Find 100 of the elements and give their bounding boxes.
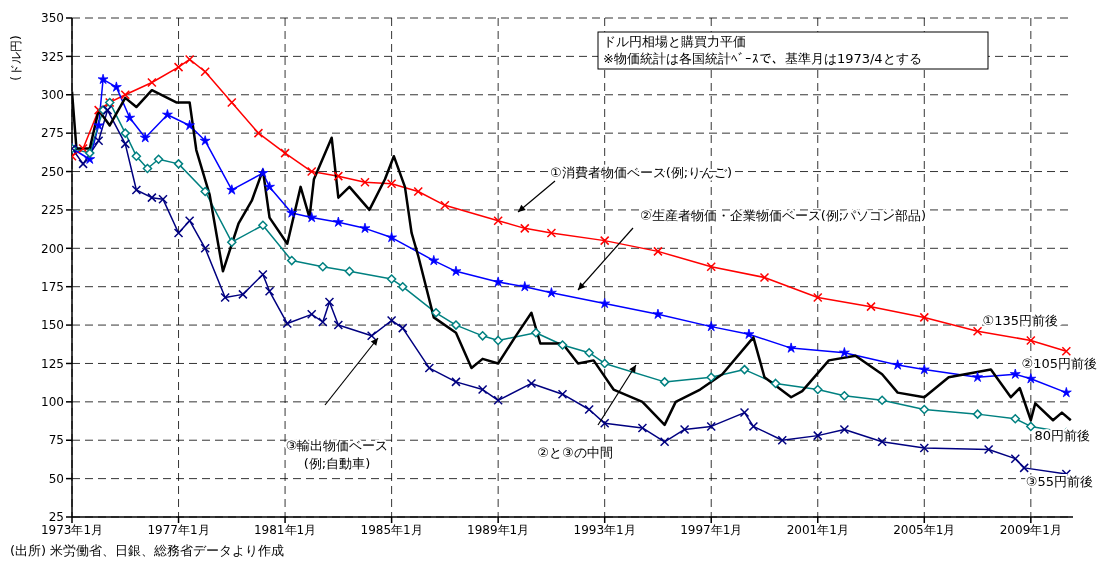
x-tick-label: 1977年1月 xyxy=(147,522,210,537)
annotation: 80円前後 xyxy=(1034,427,1091,443)
point xyxy=(770,378,781,389)
point xyxy=(386,179,397,189)
point xyxy=(584,404,594,415)
point xyxy=(306,309,317,320)
point xyxy=(739,407,750,418)
point xyxy=(659,377,670,387)
point xyxy=(1026,421,1036,432)
point xyxy=(1026,335,1036,346)
point xyxy=(1025,373,1037,384)
point xyxy=(344,266,355,277)
point xyxy=(173,159,184,169)
x-tick-label: 1993年1月 xyxy=(573,522,636,537)
point xyxy=(227,237,237,247)
point xyxy=(173,228,184,238)
point xyxy=(451,377,461,387)
point xyxy=(1061,346,1072,356)
point xyxy=(360,177,370,188)
y-tick-label: 325 xyxy=(41,49,64,64)
x-tick-label: 2005年1月 xyxy=(893,522,956,537)
point xyxy=(173,62,184,72)
point xyxy=(184,119,195,131)
point xyxy=(983,444,994,455)
point xyxy=(599,418,610,429)
point xyxy=(892,359,903,370)
point xyxy=(972,371,983,382)
annotation: ①135円前後 xyxy=(982,313,1059,329)
point xyxy=(866,301,876,312)
point xyxy=(124,112,136,123)
point xyxy=(1009,368,1021,379)
point xyxy=(120,139,131,149)
point xyxy=(359,222,371,233)
point xyxy=(386,315,397,326)
point xyxy=(226,184,238,195)
point xyxy=(557,340,568,350)
text: (出所) 米労働省、日銀、総務省データより作成 xyxy=(10,542,286,560)
x-tick-label: 1981年1月 xyxy=(253,522,317,537)
point xyxy=(777,435,787,445)
point xyxy=(706,261,716,272)
point xyxy=(386,231,397,243)
point xyxy=(813,292,823,303)
point xyxy=(584,347,594,358)
point xyxy=(599,235,610,246)
point xyxy=(637,423,648,433)
point xyxy=(739,364,750,375)
point xyxy=(492,276,504,287)
y-tick-label: 100 xyxy=(41,395,64,410)
point xyxy=(162,109,173,120)
point xyxy=(546,228,557,238)
point xyxy=(227,97,237,108)
point xyxy=(599,358,610,369)
point xyxy=(599,297,611,309)
x-tick-label: 1973年1月 xyxy=(40,522,104,537)
point xyxy=(131,185,142,195)
point xyxy=(200,243,210,254)
point xyxy=(258,220,268,231)
point xyxy=(918,364,930,375)
point xyxy=(200,66,210,77)
point xyxy=(1019,463,1029,473)
x-tick-label: 2001年1月 xyxy=(786,522,849,537)
y-tick-label: 200 xyxy=(41,241,64,256)
y-tick-label: 150 xyxy=(41,318,64,333)
point xyxy=(531,328,541,338)
point xyxy=(919,404,930,415)
point xyxy=(557,389,568,399)
point xyxy=(424,363,435,373)
point xyxy=(333,216,344,227)
annotation: ②と③の中間 xyxy=(537,445,613,460)
point xyxy=(493,395,503,406)
point xyxy=(972,326,983,336)
point xyxy=(324,297,335,307)
point xyxy=(93,119,104,131)
y-axis-title: (ドル円) xyxy=(9,35,23,81)
point xyxy=(318,261,328,272)
point xyxy=(785,342,797,353)
y-tick-label: 350 xyxy=(41,11,64,26)
point xyxy=(120,90,131,100)
point xyxy=(743,328,755,339)
point xyxy=(1010,413,1021,424)
point xyxy=(139,132,151,143)
point xyxy=(759,272,770,283)
point xyxy=(706,421,716,432)
point xyxy=(526,378,537,389)
point xyxy=(493,215,503,226)
point xyxy=(972,409,983,419)
point xyxy=(440,200,450,211)
point xyxy=(397,323,408,333)
point xyxy=(705,321,717,332)
point xyxy=(839,390,850,401)
point xyxy=(199,135,211,146)
point xyxy=(706,372,716,383)
point xyxy=(102,105,113,115)
point xyxy=(286,207,298,218)
point xyxy=(477,331,488,341)
point xyxy=(813,384,823,395)
text: ※物価統計は各国統計ﾍﾞｰｽで、基準月は1973/4とする xyxy=(603,51,922,66)
point xyxy=(280,148,290,158)
point xyxy=(877,395,887,406)
point xyxy=(451,320,461,330)
